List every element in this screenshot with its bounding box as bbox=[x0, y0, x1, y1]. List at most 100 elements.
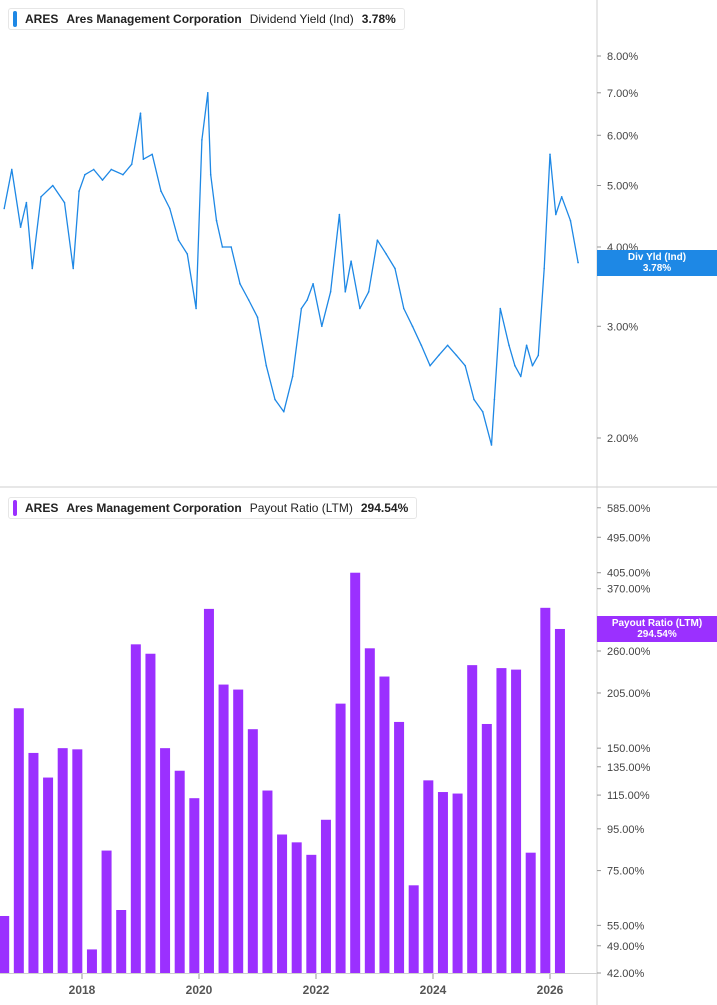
dividend-yield-point bbox=[531, 364, 534, 367]
payout-ratio-tag-value: 294.54% bbox=[637, 628, 677, 640]
dividend-yield-point bbox=[19, 226, 22, 228]
dividend-yield-point bbox=[101, 179, 104, 181]
payout-ratio-bar bbox=[481, 723, 492, 973]
payout-ratio-bar bbox=[233, 689, 244, 973]
payout-ratio-bar bbox=[72, 749, 83, 973]
dividend-yield-point bbox=[247, 299, 250, 301]
dividend-yield-point bbox=[142, 158, 145, 161]
payout-ratio-bar bbox=[379, 676, 390, 973]
top-y-tick-label: 8.00% bbox=[607, 51, 638, 63]
dividend-yield-point bbox=[291, 375, 294, 378]
payout-ratio-bar bbox=[28, 752, 39, 973]
dividend-yield-point bbox=[525, 344, 528, 347]
x-tick-label: 2024 bbox=[420, 983, 447, 997]
payout-ratio-value-tag: Payout Ratio (LTM) 294.54% bbox=[597, 615, 717, 642]
payout-ratio-bar bbox=[57, 748, 68, 973]
dividend-yield-point bbox=[493, 398, 496, 401]
dividend-yield-point bbox=[543, 267, 545, 270]
dividend-yield-point bbox=[473, 398, 475, 401]
payout-ratio-bar bbox=[350, 572, 361, 973]
dividend-yield-point bbox=[84, 173, 86, 176]
payout-ratio-bar bbox=[408, 885, 419, 973]
payout-ratio-bar bbox=[437, 792, 448, 973]
payout-ratio-bar bbox=[452, 793, 463, 973]
dividend-yield-point bbox=[555, 213, 557, 216]
dividend-yield-point bbox=[215, 219, 218, 222]
dividend-yield-point bbox=[411, 325, 414, 328]
dividend-yield-point bbox=[429, 364, 431, 367]
bottom-y-tick-label: 95.00% bbox=[607, 824, 645, 836]
dividend-yield-point bbox=[274, 398, 276, 401]
dividend-yield-point bbox=[519, 375, 522, 378]
bottom-y-tick-label: 42.00% bbox=[607, 968, 645, 980]
dividend-yield-point bbox=[201, 139, 203, 141]
dividend-yield-point bbox=[31, 267, 34, 270]
axis-layer: 2.00%3.00%4.00%5.00%6.00%7.00%8.00%42.00… bbox=[69, 51, 651, 997]
payout-ratio-bar bbox=[496, 668, 507, 973]
dividend-yield-point bbox=[577, 261, 579, 264]
payout-ratio-bar bbox=[394, 721, 405, 973]
bottom-y-tick-label: 49.00% bbox=[607, 941, 645, 953]
payout-ratio-bar bbox=[174, 770, 185, 973]
payout-ratio-bar bbox=[540, 607, 551, 973]
dividend-yield-point bbox=[499, 307, 502, 310]
dividend-yield-point bbox=[122, 173, 124, 176]
payout-ratio-bar bbox=[218, 684, 229, 973]
dividend-yield-point bbox=[209, 173, 212, 176]
top-legend-ticker: ARES bbox=[25, 12, 59, 26]
payout-ratio-bar bbox=[145, 653, 156, 973]
payout-ratio-bar bbox=[130, 644, 141, 973]
dividend-yield-point bbox=[40, 195, 42, 198]
dividend-yield-point bbox=[537, 354, 540, 357]
dividend-yield-point bbox=[221, 246, 224, 248]
payout-ratio-bar bbox=[101, 850, 112, 973]
payout-ratio-bar bbox=[525, 852, 536, 973]
dividend-yield-point bbox=[446, 344, 449, 347]
top-y-tick-label: 6.00% bbox=[607, 130, 638, 142]
bottom-y-tick-label: 205.00% bbox=[607, 688, 651, 700]
payout-ratio-bar bbox=[335, 703, 346, 973]
dividend-yield-point bbox=[239, 282, 241, 285]
dividend-yield-point bbox=[110, 168, 113, 171]
top-legend-swatch bbox=[13, 11, 17, 27]
dividend-yield-point bbox=[394, 267, 396, 270]
dividend-yield-point bbox=[130, 163, 133, 166]
dividend-yield-point bbox=[300, 307, 303, 310]
payout-ratio-bar bbox=[306, 854, 317, 973]
bottom-y-tick-label: 115.00% bbox=[607, 790, 650, 802]
bottom-y-tick-label: 495.00% bbox=[607, 532, 651, 544]
dividend-yield-point bbox=[402, 307, 405, 310]
dividend-yield-point bbox=[321, 325, 323, 328]
top-y-tick-label: 5.00% bbox=[607, 181, 638, 193]
payout-ratio-bar bbox=[554, 628, 565, 973]
dividend-yield-point bbox=[51, 184, 54, 187]
payout-ratio-bar bbox=[160, 748, 171, 973]
dividend-yield-point bbox=[344, 290, 347, 293]
dividend-yield-line bbox=[3, 92, 579, 446]
payout-ratio-bar bbox=[247, 729, 258, 973]
top-legend-metric: Dividend Yield (Ind) bbox=[249, 12, 354, 26]
dividend-yield-tag-label: Div Yld (Ind) bbox=[627, 251, 687, 263]
bottom-legend-company: Ares Management Corporation bbox=[66, 501, 242, 515]
bottom-legend-ticker: ARES bbox=[25, 501, 59, 515]
dividend-yield-point bbox=[25, 201, 28, 204]
dividend-yield-point bbox=[160, 190, 162, 192]
dividend-yield-point bbox=[151, 153, 153, 156]
x-tick-label: 2022 bbox=[303, 983, 330, 997]
top-y-tick-label: 2.00% bbox=[607, 433, 638, 445]
top-legend: ARES Ares Management Corporation Dividen… bbox=[8, 8, 405, 30]
dividend-yield-point bbox=[376, 239, 379, 241]
x-tick-label: 2018 bbox=[69, 983, 96, 997]
payout-ratio-bar bbox=[277, 834, 288, 973]
dividend-yield-point bbox=[11, 168, 13, 171]
dividend-yield-point bbox=[78, 190, 80, 192]
dividend-yield-point bbox=[329, 290, 332, 293]
bottom-legend-metric: Payout Ratio (LTM) bbox=[249, 501, 353, 515]
dividend-yield-point bbox=[306, 299, 309, 301]
payout-ratio-bar bbox=[364, 648, 375, 973]
dividend-yield-point bbox=[481, 410, 484, 413]
payout-ratio-bar bbox=[43, 777, 54, 973]
payout-ratio-bar bbox=[203, 608, 214, 973]
top-legend-company: Ares Management Corporation bbox=[66, 12, 242, 26]
dividend-yield-point bbox=[359, 307, 361, 310]
